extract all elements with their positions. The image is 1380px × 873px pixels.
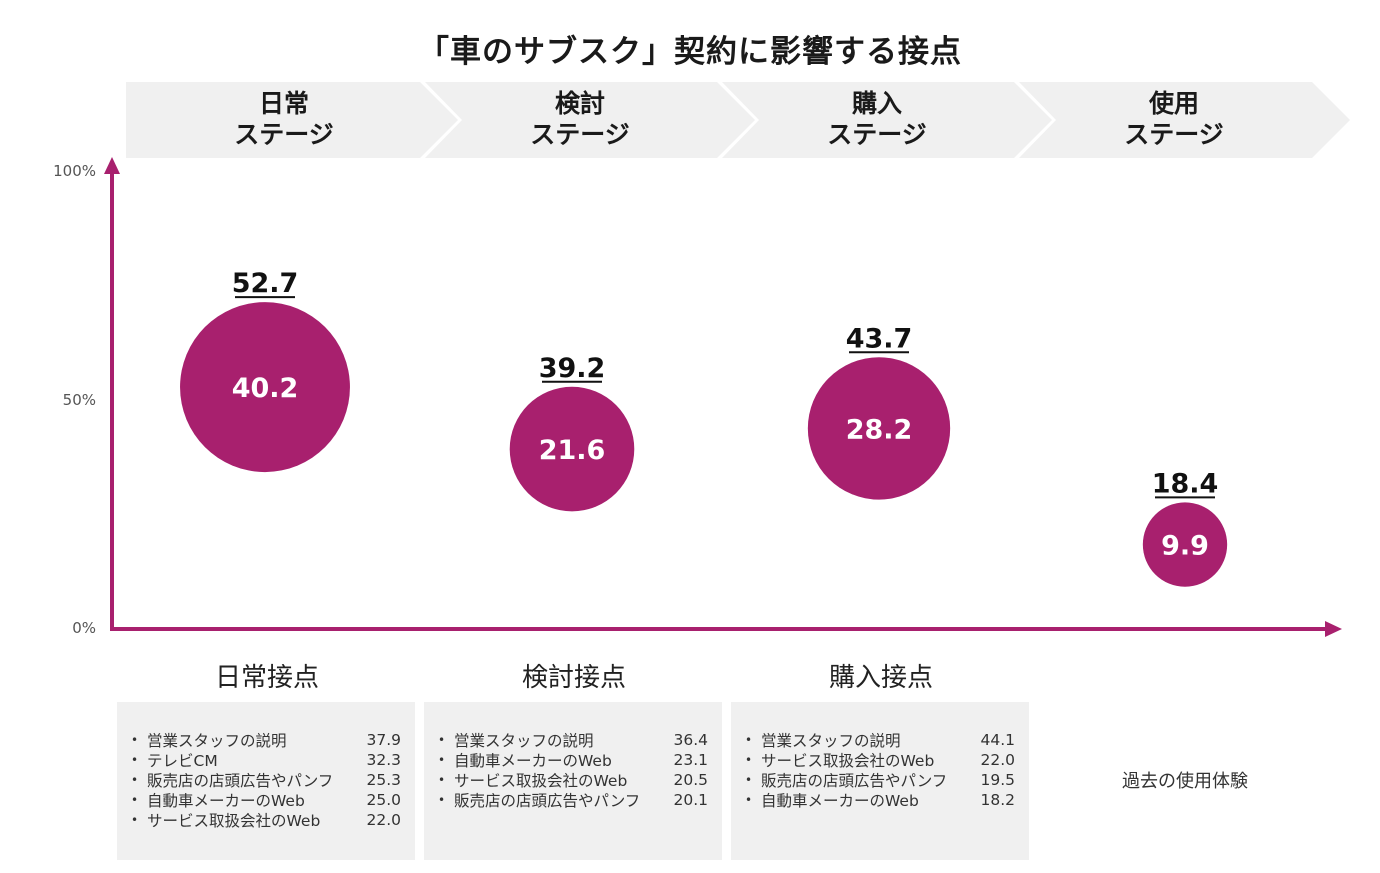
list-item: • 自動車メーカーのWeb 25.0 — [131, 790, 401, 810]
touchpoint-value: 22.0 — [366, 811, 401, 829]
touchpoint-value: 37.9 — [366, 731, 401, 749]
list-item: • 販売店の店頭広告やパンフ 19.5 — [745, 770, 1015, 790]
past-use-experience: 過去の使用体験 — [1122, 771, 1248, 792]
bubble-2 — [807, 357, 951, 500]
touchpoint-value: 44.1 — [980, 731, 1015, 749]
touchpoint-label: 自動車メーカーのWeb — [761, 792, 919, 810]
bullet-icon: • — [131, 753, 139, 767]
bullet-icon: • — [438, 793, 446, 807]
stage-name: 使用 — [1148, 89, 1199, 118]
list-item: • 営業スタッフの説明 44.1 — [745, 730, 1015, 750]
bubble-3 — [1142, 502, 1228, 587]
bullet-icon: • — [745, 753, 753, 767]
touchpoint-label: サービス取扱会社のWeb — [761, 752, 935, 770]
touchpoint-label: 自動車メーカーのWeb — [147, 792, 305, 810]
bubble-size-label: 9.9 — [1161, 531, 1209, 562]
list-item: • サービス取扱会社のWeb 22.0 — [745, 750, 1015, 770]
bullet-icon: • — [745, 793, 753, 807]
list-item: • 営業スタッフの説明 37.9 — [131, 730, 401, 750]
bullet-icon: • — [745, 773, 753, 787]
stage-label-purchase: 購入 ステージ — [757, 88, 997, 150]
bullet-icon: • — [438, 773, 446, 787]
bullet-icon: • — [131, 793, 139, 807]
touchpoint-value: 25.3 — [366, 771, 401, 789]
list-item: • サービス取扱会社のWeb 20.5 — [438, 770, 708, 790]
bubble-1 — [509, 386, 635, 512]
bullet-icon: • — [131, 813, 139, 827]
stage-label-daily: 日常 ステージ — [164, 88, 404, 150]
list-item: • テレビCM 32.3 — [131, 750, 401, 770]
touchpoint-value: 20.5 — [673, 771, 708, 789]
touchpoint-label: 営業スタッフの説明 — [147, 732, 287, 750]
stage-suffix: ステージ — [827, 120, 927, 149]
touchpoint-heading-consider: 検討接点 — [521, 663, 626, 693]
touchpoint-value: 20.1 — [673, 791, 708, 809]
touchpoint-label: 営業スタッフの説明 — [454, 732, 594, 750]
bubble-value-label: 39.2 — [539, 353, 606, 384]
bubble-value-label: 18.4 — [1152, 468, 1219, 499]
touchpoint-label: 販売店の店頭広告やパンフ — [761, 772, 948, 790]
touchpoint-value: 32.3 — [366, 751, 401, 769]
chart-title: 「車のサブスク」契約に影響する接点 — [418, 34, 962, 70]
touchpoint-label: 営業スタッフの説明 — [761, 732, 901, 750]
list-item: • 自動車メーカーのWeb 18.2 — [745, 790, 1015, 810]
bullet-icon: • — [745, 733, 753, 747]
touchpoint-value: 23.1 — [673, 751, 708, 769]
bullet-icon: • — [131, 773, 139, 787]
touchpoint-value: 19.5 — [980, 771, 1015, 789]
touchpoint-list-purchase: • 営業スタッフの説明 44.1 • サービス取扱会社のWeb 22.0 • 販売店の店頭… — [731, 702, 1029, 860]
stage-name: 日常 — [258, 89, 309, 118]
bullet-icon: • — [438, 733, 446, 747]
touchpoint-value: 36.4 — [673, 731, 708, 749]
stage-name: 検討 — [554, 89, 605, 118]
stage-suffix: ステージ — [234, 120, 334, 149]
touchpoint-label: テレビCM — [147, 752, 218, 770]
list-item: • 営業スタッフの説明 36.4 — [438, 730, 708, 750]
list-item: • 自動車メーカーのWeb 23.1 — [438, 750, 708, 770]
bullet-icon: • — [131, 733, 139, 747]
touchpoint-list-consider: • 営業スタッフの説明 36.4 • 自動車メーカーのWeb 23.1 • サービス取扱会… — [424, 702, 722, 860]
touchpoint-heading-purchase: 購入接点 — [828, 663, 933, 693]
y-tick-100: 100% — [53, 162, 96, 180]
y-axis-arrow — [104, 157, 120, 174]
list-item: • 販売店の店頭広告やパンフ 20.1 — [438, 790, 708, 810]
touchpoint-label: サービス取扱会社のWeb — [454, 772, 628, 790]
touchpoint-value: 18.2 — [980, 791, 1015, 809]
touchpoint-value: 25.0 — [366, 791, 401, 809]
bubble-size-label: 21.6 — [539, 435, 606, 466]
x-axis-arrow — [1325, 621, 1342, 637]
y-tick-50: 50% — [62, 391, 96, 409]
touchpoint-label: サービス取扱会社のWeb — [147, 812, 321, 830]
bullet-icon: • — [438, 753, 446, 767]
list-item: • 販売店の店頭広告やパンフ 25.3 — [131, 770, 401, 790]
stage-label-use: 使用 ステージ — [1054, 88, 1294, 150]
bubble-size-label: 40.2 — [232, 373, 299, 404]
touchpoint-list-daily: • 営業スタッフの説明 37.9 • テレビCM 32.3 • 販売店の店頭広告やパンフ 2… — [117, 702, 415, 860]
stage-name: 購入 — [851, 89, 902, 118]
touchpoint-label: 販売店の店頭広告やパンフ — [147, 772, 334, 790]
touchpoint-label: 自動車メーカーのWeb — [454, 752, 612, 770]
list-item: • サービス取扱会社のWeb 22.0 — [131, 810, 401, 830]
touchpoint-label: 販売店の店頭広告やパンフ — [454, 792, 641, 810]
bubble-value-label: 43.7 — [846, 323, 913, 354]
bubble-size-label: 28.2 — [846, 414, 913, 445]
bubble-0 — [180, 302, 350, 473]
touchpoint-value: 22.0 — [980, 751, 1015, 769]
stage-suffix: ステージ — [530, 120, 630, 149]
stage-suffix: ステージ — [1124, 120, 1224, 149]
bubble-value-label: 52.7 — [232, 268, 299, 299]
touchpoint-heading-daily: 日常接点 — [214, 663, 319, 693]
y-tick-0: 0% — [72, 619, 96, 637]
stage-label-consider: 検討 ステージ — [460, 88, 700, 150]
